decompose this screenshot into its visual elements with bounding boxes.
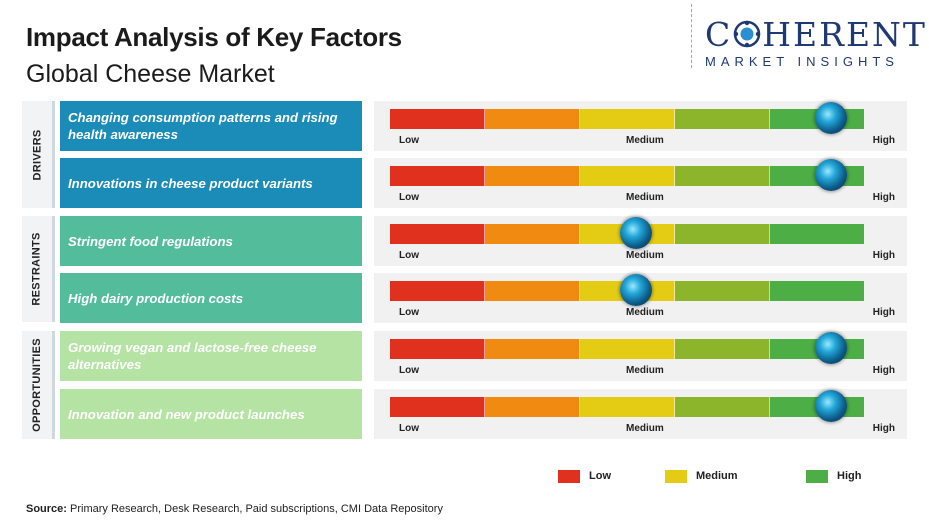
- impact-scale-bar: [390, 224, 864, 244]
- impact-scale-segment: [675, 224, 770, 244]
- scale-label-medium: Medium: [626, 135, 664, 146]
- legend-item-high: High: [806, 468, 861, 484]
- source-note: Source: Primary Research, Desk Research,…: [26, 503, 443, 515]
- impact-scale-segment: [485, 397, 580, 417]
- group-label-opportunities: OPPORTUNITIES: [22, 331, 55, 439]
- legend-swatch: [806, 469, 828, 483]
- scale-label-medium: Medium: [626, 307, 664, 318]
- impact-track: Low Medium High: [374, 216, 907, 266]
- impact-marker: [814, 390, 847, 422]
- factor-label: Stringent food regulations: [60, 216, 362, 266]
- scale-label-low: Low: [399, 250, 419, 261]
- scale-label-medium: Medium: [626, 365, 664, 376]
- impact-marker: [814, 332, 847, 364]
- legend-swatch: [665, 469, 687, 483]
- impact-track: Low Medium High: [374, 389, 907, 439]
- legend-item-low: Low: [558, 468, 611, 484]
- scale-label-high: High: [872, 423, 895, 434]
- impact-scale-segment: [675, 281, 770, 301]
- group-label-restraints: RESTRAINTS: [22, 216, 55, 322]
- impact-marker: [620, 274, 653, 306]
- impact-track: Low Medium High: [374, 158, 907, 208]
- impact-scale-segment: [390, 224, 485, 244]
- scale-label-low: Low: [399, 307, 419, 318]
- impact-scale-segment: [580, 109, 675, 129]
- group-label-drivers: DRIVERS: [22, 101, 55, 208]
- impact-scale-segment: [770, 281, 864, 301]
- brand-wordmark: C HERENT: [705, 15, 925, 54]
- impact-marker: [814, 159, 847, 191]
- impact-scale-segment: [390, 109, 485, 129]
- factor-label: Growing vegan and lactose-free cheese al…: [60, 331, 362, 381]
- impact-scale-bar: [390, 166, 864, 186]
- impact-track: Low Medium High: [374, 101, 907, 151]
- impact-scale-segment: [580, 339, 675, 359]
- page-subtitle: Global Cheese Market: [26, 60, 275, 88]
- impact-scale-segment: [390, 166, 485, 186]
- legend-item-medium: Medium: [665, 468, 738, 484]
- impact-scale-bar: [390, 397, 864, 417]
- impact-marker: [620, 217, 653, 249]
- scale-label-low: Low: [399, 423, 419, 434]
- scale-label-medium: Medium: [626, 423, 664, 434]
- factor-label: Changing consumption patterns and rising…: [60, 101, 362, 151]
- impact-marker: [814, 102, 847, 134]
- impact-scale-segment: [580, 397, 675, 417]
- factor-label: Innovation and new product launches: [60, 389, 362, 439]
- page-title: Impact Analysis of Key Factors: [26, 22, 402, 52]
- brand-wordmark-right: HERENT: [762, 15, 927, 54]
- impact-track: Low Medium High: [374, 331, 907, 381]
- source-prefix: Source:: [26, 503, 67, 515]
- impact-scale-segment: [485, 224, 580, 244]
- impact-scale-segment: [675, 397, 770, 417]
- impact-scale-bar: [390, 281, 864, 301]
- impact-scale-segment: [485, 281, 580, 301]
- scale-label-high: High: [872, 135, 895, 146]
- legend-label: High: [837, 470, 862, 482]
- scale-label-low: Low: [399, 135, 419, 146]
- brand-wordmark-left: C: [705, 15, 733, 54]
- scale-label-medium: Medium: [626, 250, 664, 261]
- impact-scale-segment: [580, 166, 675, 186]
- factor-label: High dairy production costs: [60, 273, 362, 323]
- orb-logo-icon: [733, 20, 761, 48]
- impact-scale-segment: [675, 166, 770, 186]
- impact-scale-segment: [485, 109, 580, 129]
- scale-label-high: High: [872, 307, 895, 318]
- group-label-text: OPPORTUNITIES: [31, 338, 43, 432]
- scale-label-medium: Medium: [626, 192, 664, 203]
- impact-scale-segment: [390, 339, 485, 359]
- impact-scale-bar: [390, 339, 864, 359]
- impact-scale-bar: [390, 109, 864, 129]
- brand-logo: C HERENT MARKET INSIGHTS: [705, 15, 925, 69]
- impact-scale-segment: [390, 397, 485, 417]
- scale-label-low: Low: [399, 192, 419, 203]
- source-text: Primary Research, Desk Research, Paid su…: [70, 503, 443, 515]
- impact-scale-segment: [770, 224, 864, 244]
- scale-label-high: High: [872, 192, 895, 203]
- brand-divider: [691, 4, 692, 68]
- group-label-text: DRIVERS: [31, 129, 43, 180]
- impact-scale-segment: [675, 109, 770, 129]
- impact-scale-segment: [390, 281, 485, 301]
- factor-label: Innovations in cheese product variants: [60, 158, 362, 208]
- scale-label-high: High: [872, 250, 895, 261]
- legend-label: Low: [589, 470, 611, 482]
- scale-label-low: Low: [399, 365, 419, 376]
- group-label-text: RESTRAINTS: [31, 232, 43, 306]
- legend-swatch: [558, 469, 580, 483]
- impact-scale-segment: [485, 166, 580, 186]
- scale-label-high: High: [872, 365, 895, 376]
- impact-scale-segment: [675, 339, 770, 359]
- impact-track: Low Medium High: [374, 273, 907, 323]
- legend-label: Medium: [696, 470, 738, 482]
- impact-scale-segment: [485, 339, 580, 359]
- brand-tagline: MARKET INSIGHTS: [705, 54, 899, 69]
